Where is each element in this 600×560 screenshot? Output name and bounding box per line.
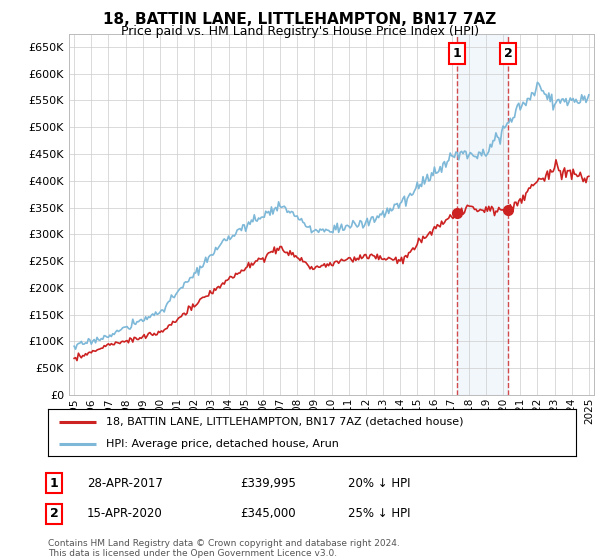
Text: Contains HM Land Registry data © Crown copyright and database right 2024.
This d: Contains HM Land Registry data © Crown c…: [48, 539, 400, 558]
Text: 25% ↓ HPI: 25% ↓ HPI: [348, 507, 410, 520]
Text: 18, BATTIN LANE, LITTLEHAMPTON, BN17 7AZ: 18, BATTIN LANE, LITTLEHAMPTON, BN17 7AZ: [103, 12, 497, 27]
Text: 20% ↓ HPI: 20% ↓ HPI: [348, 477, 410, 490]
Text: Price paid vs. HM Land Registry's House Price Index (HPI): Price paid vs. HM Land Registry's House …: [121, 25, 479, 38]
Text: £345,000: £345,000: [240, 507, 296, 520]
Text: 28-APR-2017: 28-APR-2017: [87, 477, 163, 490]
Text: 2: 2: [50, 507, 58, 520]
Text: HPI: Average price, detached house, Arun: HPI: Average price, detached house, Arun: [106, 438, 339, 449]
Text: 18, BATTIN LANE, LITTLEHAMPTON, BN17 7AZ (detached house): 18, BATTIN LANE, LITTLEHAMPTON, BN17 7AZ…: [106, 417, 464, 427]
Text: £339,995: £339,995: [240, 477, 296, 490]
Text: 1: 1: [50, 477, 58, 490]
Bar: [457, 34, 508, 395]
Text: 15-APR-2020: 15-APR-2020: [87, 507, 163, 520]
Text: 2: 2: [503, 47, 512, 60]
Text: 1: 1: [453, 47, 461, 60]
